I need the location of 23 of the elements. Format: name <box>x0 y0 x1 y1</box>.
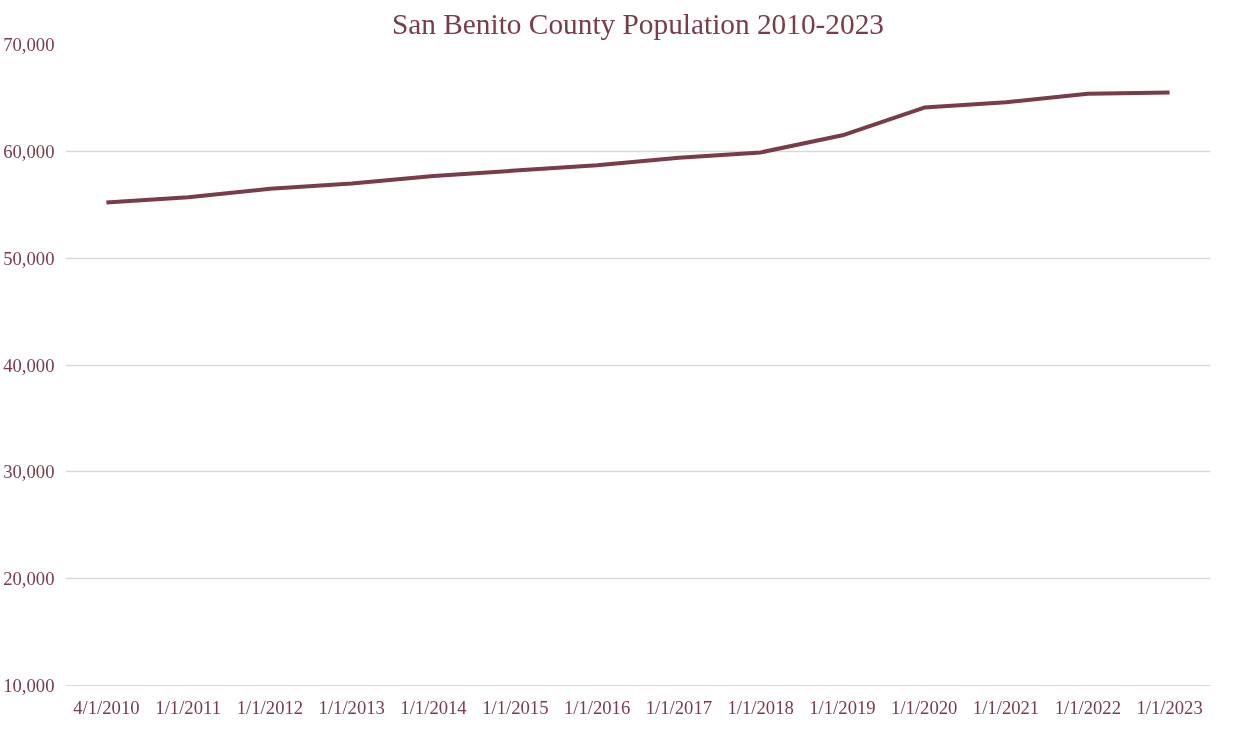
y-tick-label: 40,000 <box>3 354 55 376</box>
x-tick-label: 1/1/2022 <box>1054 696 1121 718</box>
x-tick-label: 1/1/2021 <box>972 696 1040 718</box>
x-tick-label: 1/1/2012 <box>236 696 304 718</box>
x-tick-label: 1/1/2015 <box>482 696 549 718</box>
x-tick-label: 1/1/2013 <box>318 696 385 718</box>
y-tick-label: 30,000 <box>3 461 55 483</box>
x-tick-label: 1/1/2020 <box>891 696 958 718</box>
line-series <box>104 90 1172 205</box>
x-tick-label: 1/1/2018 <box>727 696 794 718</box>
x-tick-label: 1/1/2011 <box>155 696 222 718</box>
x-tick-label: 1/1/2023 <box>1136 696 1203 718</box>
x-tick-label: 1/1/2016 <box>563 696 631 718</box>
x-tick-label: 4/1/2010 <box>73 696 140 718</box>
x-tick-label: 1/1/2019 <box>809 696 876 718</box>
y-tick-label: 10,000 <box>3 675 55 696</box>
chart-title: San Benito County Population 2010-2023 <box>391 7 885 40</box>
y-tick-label: 70,000 <box>3 34 55 55</box>
y-tick-label: 20,000 <box>3 568 55 590</box>
x-tick-label: 1/1/2017 <box>645 696 713 718</box>
y-tick-label: 60,000 <box>3 140 55 162</box>
y-tick-label: 50,000 <box>3 247 55 269</box>
x-tick-label: 1/1/2014 <box>400 696 468 718</box>
